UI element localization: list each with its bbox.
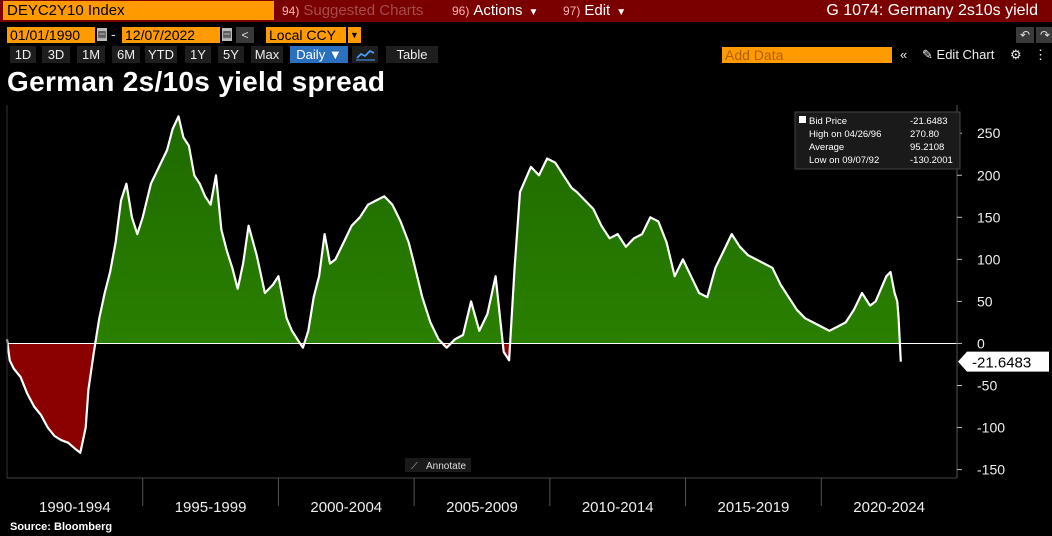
legend-label-3: Low on 09/07/92 [809,155,879,166]
edit-dropdown-icon: ▼ [616,7,627,18]
y-tick-label: -100 [977,420,1005,436]
legend-box [794,111,961,170]
frequency-select[interactable]: Daily ▼ [290,46,348,63]
y-tick-label: 150 [977,209,1001,225]
range-3d[interactable]: 3D [42,46,70,63]
date-bar: 01/01/1990 ▤ - 12/07/2022 ▤ < Local CCY … [0,25,1052,44]
add-data-input[interactable]: Add Data [722,47,892,63]
collapse-icon[interactable]: « [900,47,908,62]
currency-select[interactable]: Local CCY [266,27,346,43]
settings-icon[interactable]: ⚙ [1010,47,1022,62]
range-1y[interactable]: 1Y [185,46,211,63]
actions-number: 96) [452,4,470,18]
legend-label-1: High on 04/26/96 [809,129,881,140]
range-5y[interactable]: 5Y [218,46,244,63]
range-1d[interactable]: 1D [10,46,36,63]
actions-menu[interactable]: 96) Actions ▼ [452,0,538,21]
currency-dropdown-icon[interactable]: ▼ [348,27,361,43]
legend-value-3: -130.2001 [910,155,953,166]
last-value-label: -21.6483 [972,355,1031,372]
prev-period-button[interactable]: < [236,27,254,43]
legend-value-1: 270.80 [910,129,939,140]
y-tick-label: 200 [977,167,1001,183]
x-tick-label: 2005-2009 [446,499,518,516]
chart-type-icon[interactable] [352,46,378,63]
annotate-bg [405,458,471,472]
frequency-dropdown-icon: ▼ [328,47,342,62]
legend-value-2: 95.2108 [910,142,944,153]
edit-number: 97) [563,4,581,18]
edit-menu[interactable]: 97) Edit ▼ [563,0,626,21]
page-title: G 1074: Germany 2s10s yield [826,2,1038,19]
range-1m[interactable]: 1M [77,46,105,63]
date-separator: - [111,26,116,42]
x-tick-label: 2020-2024 [853,499,925,516]
y-tick-label: 50 [977,293,993,309]
x-tick-label: 2000-2004 [310,499,382,516]
legend-label-0: Bid Price [809,116,847,127]
edit-chart-button[interactable]: ✎ Edit Chart [922,46,994,63]
legend[interactable]: Bid Price -21.6483 High on 04/26/96 270.… [794,111,961,170]
actions-label: Actions [473,2,523,19]
range-6m[interactable]: 6M [112,46,140,63]
range-max[interactable]: Max [251,46,283,63]
y-tick-label: 100 [977,251,1001,267]
start-date-input[interactable]: 01/01/1990 [7,27,95,43]
suggested-charts-menu[interactable]: 94) Suggested Charts [282,0,423,21]
x-tick-label: 2015-2019 [718,499,790,516]
redo-icon[interactable]: ↷ [1036,27,1052,43]
frequency-label: Daily [296,47,326,62]
y-tick-label: -150 [977,462,1005,478]
actions-dropdown-icon: ▼ [528,7,539,18]
x-tick-label: 2010-2014 [582,499,654,516]
last-value-tag [958,351,1049,372]
y-tick-label: 0 [977,335,985,351]
edit-label: Edit [584,2,611,19]
annotate-icon: ⟋ [411,461,418,472]
y-tick-label: 250 [977,125,1001,141]
end-date-input[interactable]: 12/07/2022 [122,27,220,43]
end-calendar-icon[interactable]: ▤ [222,28,232,41]
annotate-button[interactable]: ⟋ Annotate [405,458,471,472]
annotate-label: Annotate [426,461,466,472]
positive-area [7,116,900,344]
suggested-charts-label: Suggested Charts [303,2,424,19]
range-bar: 1D 3D 1M 6M YTD 1Y 5Y Max Daily ▼ Table … [0,45,1052,64]
table-button[interactable]: Table [386,46,438,63]
more-icon[interactable]: ⋮ [1034,47,1047,62]
security-input[interactable]: DEYC2Y10 Index [3,1,274,20]
y-tick-label: -50 [977,378,997,394]
chart-title: German 2s/10s yield spread [7,66,386,97]
range-ytd[interactable]: YTD [145,46,177,63]
source-note: Source: Bloomberg [10,521,113,533]
series-line [5,115,902,454]
legend-label-2: Average [809,142,844,153]
line-chart-icon [356,50,375,61]
command-bar: DEYC2Y10 Index 94) Suggested Charts 96) Ac… [0,0,1052,22]
undo-icon[interactable]: ↶ [1016,27,1034,43]
start-calendar-icon[interactable]: ▤ [97,28,107,41]
pencil-icon: ✎ [922,47,933,62]
x-tick-label: 1995-1999 [175,499,247,516]
suggested-charts-number: 94) [282,4,300,18]
edit-chart-label: Edit Chart [936,47,995,62]
legend-swatch [799,116,806,123]
x-tick-label: 1990-1994 [39,499,111,516]
legend-value-0: -21.6483 [910,116,948,127]
